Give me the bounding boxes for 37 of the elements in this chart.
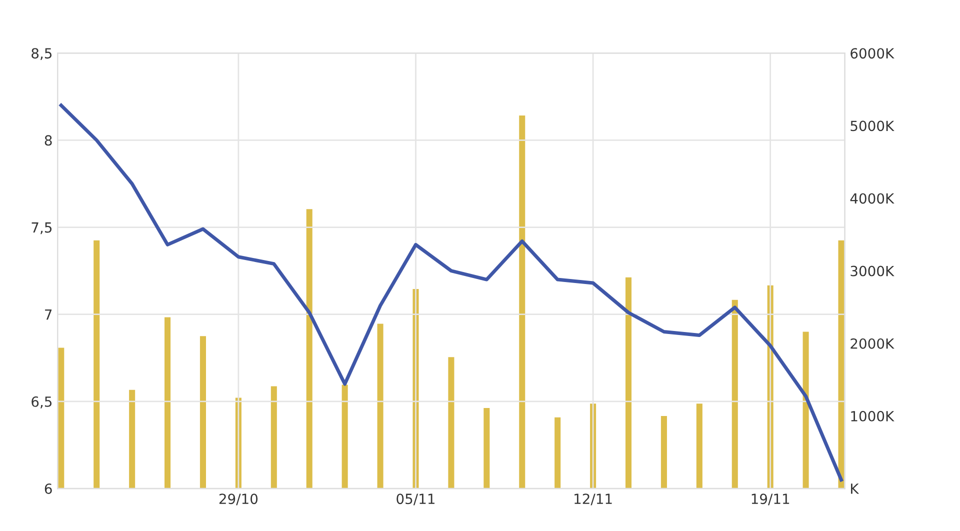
bar (519, 116, 526, 489)
bar (732, 300, 738, 489)
y2-tick-label: K (851, 484, 860, 494)
bar (660, 416, 667, 489)
bar (554, 417, 561, 489)
bar (129, 390, 136, 489)
bar (802, 332, 809, 489)
bar (164, 317, 171, 489)
bar (696, 404, 702, 489)
y2-tick-label: 4000K (850, 193, 894, 204)
bar (448, 357, 454, 489)
x-tick-label: 12/11 (574, 494, 612, 506)
x-tick-label: 29/10 (219, 494, 258, 506)
bar (342, 384, 348, 489)
x-tick-label: 19/11 (752, 494, 790, 506)
y2-tick-label: 2000K (850, 338, 894, 349)
x-tick-label: 05/11 (396, 494, 434, 506)
bar (484, 408, 490, 489)
y2-tick-label: 5000K (850, 120, 894, 132)
bar (306, 209, 312, 489)
bar (838, 240, 844, 489)
line-series (59, 104, 843, 482)
y-tick-label: 6 (44, 483, 52, 494)
y-tick-label: 6,5 (32, 396, 52, 408)
bar (94, 240, 100, 489)
bar (58, 348, 64, 489)
bar (200, 336, 206, 489)
y-tick-label: 7 (45, 310, 52, 320)
bar (270, 386, 277, 489)
y2-tick-label: 6000K (850, 48, 894, 59)
y-tick-label: 8,5 (32, 48, 52, 60)
y2-tick-label: 3000K (850, 266, 894, 276)
y-tick-label: 8 (44, 135, 52, 146)
bar (377, 324, 384, 489)
y2-tick-label: 1000K (851, 410, 894, 422)
bar (625, 277, 632, 489)
y-tick-label: 7,5 (32, 222, 52, 234)
